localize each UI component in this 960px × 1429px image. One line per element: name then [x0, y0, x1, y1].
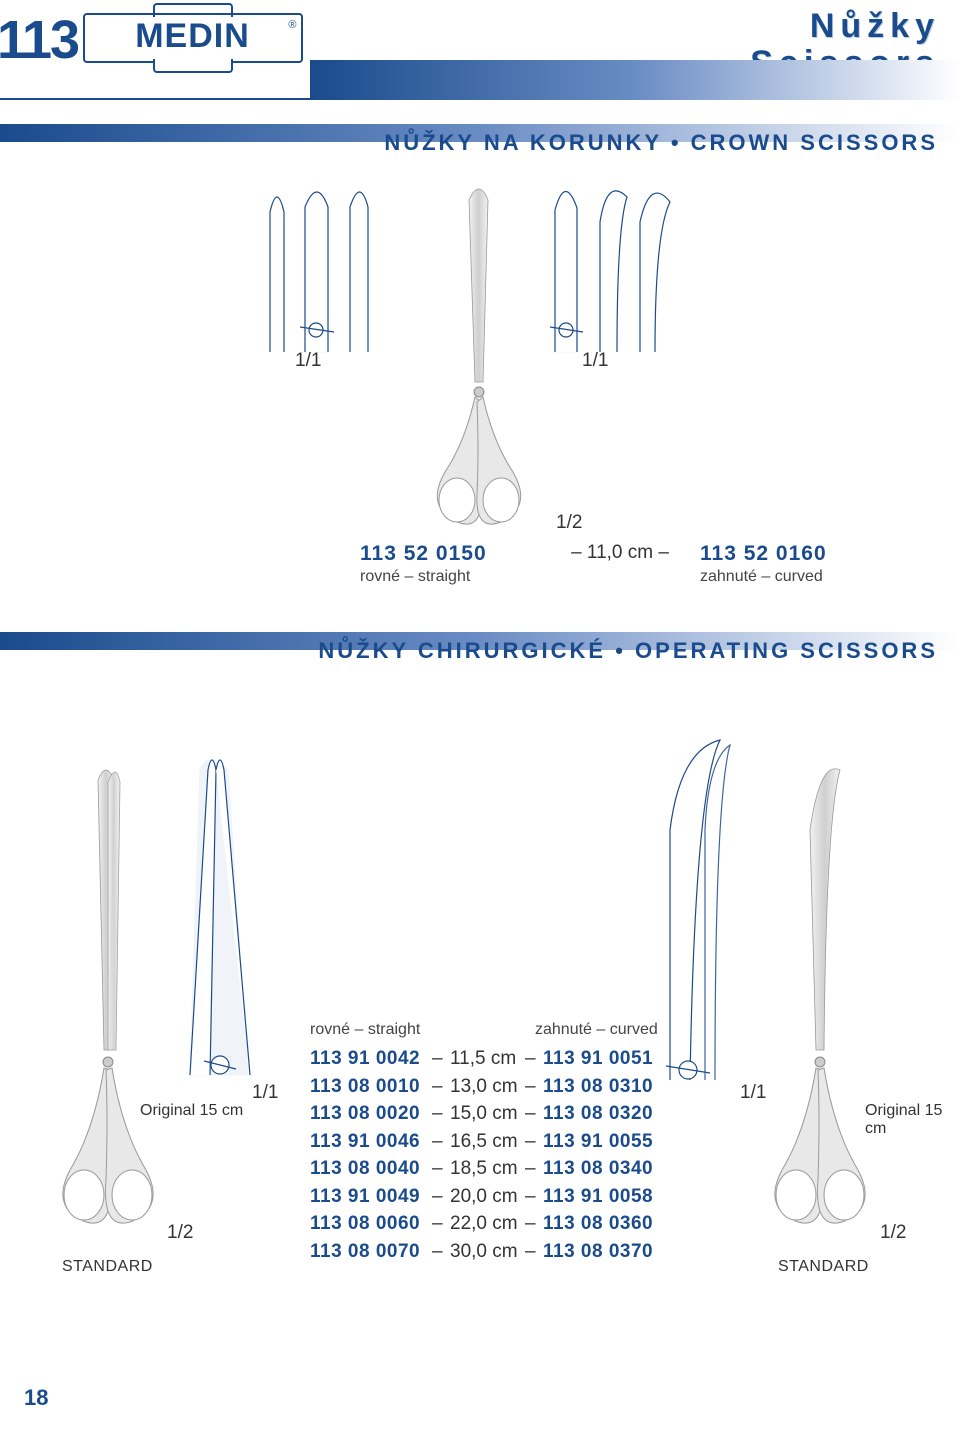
title-line-1: Nůžky: [750, 8, 940, 45]
row-dash: –: [432, 1128, 450, 1156]
op-left-original: Original 15 cm: [140, 1102, 243, 1120]
op-standard-left: STANDARD: [62, 1258, 153, 1276]
crown-right-tip-curved: [550, 191, 670, 352]
row-dash: –: [525, 1045, 543, 1073]
row-right-code: 113 08 0340: [543, 1155, 653, 1183]
row-left-code: 113 08 0060: [310, 1210, 432, 1238]
crown-codes-row: 113 52 0150 rovné – straight – 11,0 cm –…: [0, 542, 960, 586]
row-size: 30,0 cm: [450, 1238, 525, 1266]
row-left-code: 113 08 0070: [310, 1238, 432, 1266]
table-header: rovné – straight zahnuté – curved: [310, 1018, 658, 1041]
header-title-block: Nůžky Scissors: [310, 0, 960, 100]
row-size: 22,0 cm: [450, 1210, 525, 1238]
row-dash: –: [432, 1100, 450, 1128]
op-right-scissor-curved: [775, 769, 865, 1223]
op-ratio-1-2-right: 1/2: [880, 1222, 906, 1244]
footer-page-number: 18: [24, 1385, 48, 1411]
row-size: 11,5 cm: [450, 1045, 525, 1073]
table-row: 113 91 0046–16,5 cm–113 91 0055: [310, 1128, 658, 1156]
medin-logo: MEDIN ®: [83, 5, 303, 75]
header-gradient-bar: [310, 60, 960, 100]
crown-left-code-col: 113 52 0150 rovné – straight: [360, 542, 540, 586]
op-ratio-1-2-left: 1/2: [167, 1222, 193, 1244]
row-right-code: 113 08 0370: [543, 1238, 653, 1266]
table-row: 113 91 0042–11,5 cm–113 91 0051: [310, 1045, 658, 1073]
table-header-spacer: [440, 1018, 535, 1041]
row-left-code: 113 91 0046: [310, 1128, 432, 1156]
row-size: 20,0 cm: [450, 1183, 525, 1211]
row-dash: –: [432, 1155, 450, 1183]
row-left-code: 113 08 0020: [310, 1100, 432, 1128]
crown-center-size-col: – 11,0 cm –: [560, 542, 680, 586]
crown-scissors-illustrations: [0, 172, 960, 532]
row-dash: –: [525, 1210, 543, 1238]
op-standard-right: STANDARD: [778, 1258, 869, 1276]
op-left-tip-detail: [190, 760, 250, 1075]
logo-block: MEDIN ®: [75, 0, 310, 80]
row-dash: –: [432, 1183, 450, 1211]
op-right-original: Original 15 cm: [865, 1102, 960, 1138]
operating-size-table: rovné – straight zahnuté – curved 113 91…: [310, 1018, 658, 1266]
table-row: 113 08 0010–13,0 cm–113 08 0310: [310, 1073, 658, 1101]
row-dash: –: [432, 1045, 450, 1073]
crown-left-code: 113 52 0150: [360, 542, 540, 566]
logo-text: MEDIN: [83, 17, 303, 56]
row-size: 15,0 cm: [450, 1100, 525, 1128]
row-dash: –: [525, 1183, 543, 1211]
row-left-code: 113 91 0049: [310, 1183, 432, 1211]
op-right-tip-curved-large: [666, 740, 730, 1080]
row-size: 18,5 cm: [450, 1155, 525, 1183]
row-right-code: 113 08 0320: [543, 1100, 653, 1128]
table-row: 113 08 0070–30,0 cm–113 08 0370: [310, 1238, 658, 1266]
op-ratio-1-1-left: 1/1: [252, 1082, 278, 1104]
crown-center-scissor: [437, 189, 520, 524]
table-row: 113 08 0060–22,0 cm–113 08 0360: [310, 1210, 658, 1238]
crown-scissors-area: 1/1 1/1 1/2 113 52 0150 rovné – straight…: [0, 172, 960, 622]
row-dash: –: [525, 1155, 543, 1183]
row-size: 13,0 cm: [450, 1073, 525, 1101]
center-ratio: 1/2: [556, 512, 582, 534]
section-2-title: NŮŽKY CHIRURGICKÉ • OPERATING SCISSORS: [318, 638, 938, 664]
row-left-code: 113 08 0040: [310, 1155, 432, 1183]
page-number-block: 113: [0, 0, 75, 80]
crown-right-code-col: 113 52 0160 zahnuté – curved: [680, 542, 860, 586]
right-tip-ratio: 1/1: [582, 350, 608, 372]
table-row: 113 08 0040–18,5 cm–113 08 0340: [310, 1155, 658, 1183]
row-dash: –: [432, 1210, 450, 1238]
row-dash: –: [525, 1238, 543, 1266]
table-header-left: rovné – straight: [310, 1018, 440, 1041]
section-1-title-bar: NŮŽKY NA KORUNKY • CROWN SCISSORS: [0, 124, 960, 162]
row-dash: –: [432, 1238, 450, 1266]
row-right-code: 113 91 0058: [543, 1183, 653, 1211]
crown-left-sub: rovné – straight: [360, 568, 540, 586]
left-tip-ratio: 1/1: [295, 350, 321, 372]
row-right-code: 113 91 0055: [543, 1128, 653, 1156]
row-right-code: 113 08 0310: [543, 1073, 653, 1101]
crown-center-size: – 11,0 cm –: [560, 542, 680, 564]
row-left-code: 113 08 0010: [310, 1073, 432, 1101]
row-dash: –: [525, 1073, 543, 1101]
section-2-title-bar: NŮŽKY CHIRURGICKÉ • OPERATING SCISSORS: [0, 632, 960, 670]
table-header-right: zahnuté – curved: [535, 1018, 658, 1041]
row-dash: –: [525, 1100, 543, 1128]
table-row: 113 91 0049–20,0 cm–113 91 0058: [310, 1183, 658, 1211]
crown-left-tip-straight: [270, 192, 368, 352]
row-left-code: 113 91 0042: [310, 1045, 432, 1073]
catalog-series-number: 113: [0, 9, 78, 71]
operating-scissors-area: 1/1 1/1 Original 15 cm Original 15 cm 1/…: [0, 690, 960, 1310]
page-header: 113 MEDIN ® Nůžky Scissors: [0, 0, 960, 100]
row-right-code: 113 08 0360: [543, 1210, 653, 1238]
crown-right-sub: zahnuté – curved: [700, 568, 860, 586]
op-left-scissor-straight: [63, 770, 153, 1223]
crown-right-code: 113 52 0160: [700, 542, 860, 566]
row-dash: –: [432, 1073, 450, 1101]
section-1-title: NŮŽKY NA KORUNKY • CROWN SCISSORS: [384, 130, 938, 156]
row-size: 16,5 cm: [450, 1128, 525, 1156]
registered-icon: ®: [288, 19, 296, 31]
op-ratio-1-1-right: 1/1: [740, 1082, 766, 1104]
table-row: 113 08 0020–15,0 cm–113 08 0320: [310, 1100, 658, 1128]
row-dash: –: [525, 1128, 543, 1156]
row-right-code: 113 91 0051: [543, 1045, 653, 1073]
